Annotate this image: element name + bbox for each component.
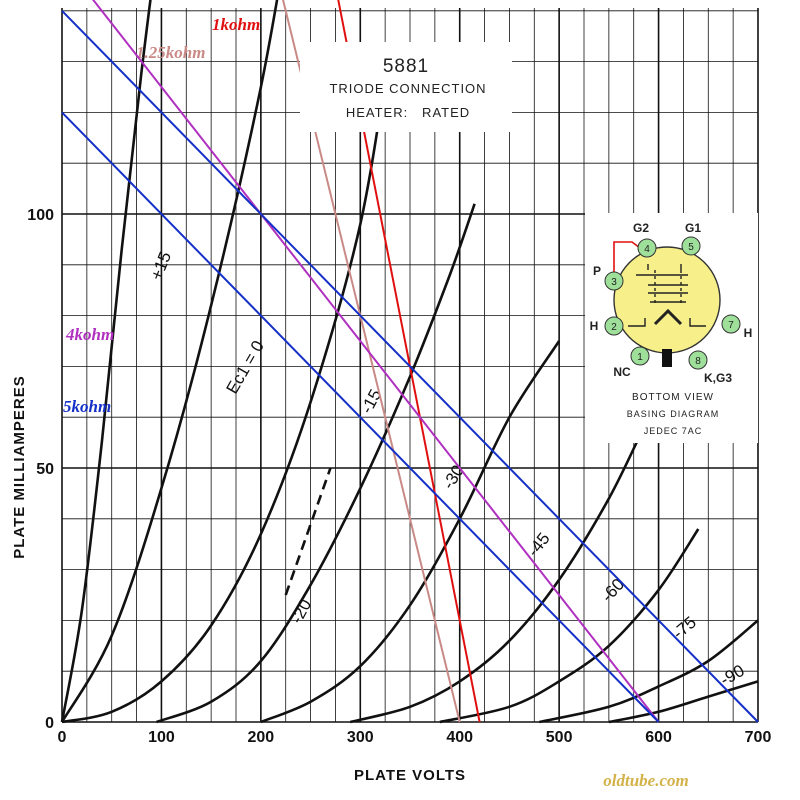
pin-label-p: P (593, 264, 601, 278)
key-notch-icon (662, 349, 672, 367)
pin-number-2: 2 (611, 322, 617, 333)
pin-8-icon (688, 350, 708, 370)
x-tick-label: 400 (446, 729, 473, 746)
x-tick-label: 0 (58, 729, 67, 746)
curve-label-5: -30 (439, 462, 468, 493)
plate-curve-5 (260, 340, 561, 724)
pin-number-4: 4 (644, 244, 650, 255)
chart-subtitle-line-2: HEATER: RATED (346, 105, 470, 120)
y-tick-label: 50 (36, 461, 54, 478)
curve-label-1: +15 (147, 249, 175, 283)
pin-label-h-right: H (744, 326, 753, 340)
x-tick-label: 700 (745, 729, 772, 746)
x-tick-label: 100 (148, 729, 175, 746)
plate-curve-4 (156, 203, 476, 724)
load-line-label-1: 1kohm (212, 15, 260, 34)
load-line-label-3: 4kohm (65, 325, 114, 344)
plate-curve-2 (60, 0, 279, 723)
heater-leads (628, 264, 706, 327)
pin-number-7: 7 (728, 320, 734, 331)
chart-subtitle-line-1: TRIODE CONNECTION (329, 81, 486, 96)
title-box-frame (300, 42, 512, 132)
chart-title: 5881 (383, 56, 429, 77)
pin-label-g2: G2 (633, 221, 649, 235)
curve-label-4: -20 (287, 596, 315, 627)
y-axis-title: PLATE MILLIAMPERES (11, 375, 28, 559)
load-line-1 (337, 0, 481, 723)
pin-3-icon (604, 271, 624, 291)
pin-label-nc: NC (613, 365, 631, 379)
pin-number-5: 5 (688, 242, 694, 253)
title-box: 5881 TRIODE CONNECTION HEATER: RATED (300, 42, 512, 132)
basing-caption-line-1: BOTTOM VIEW (632, 392, 714, 403)
curve-label-7: -60 (598, 575, 629, 606)
x-tick-label: 500 (546, 729, 573, 746)
dashed-curve (284, 467, 332, 596)
pin-7-icon (721, 314, 741, 334)
load-lines: 1kohm 1.25kohm 4kohm 5kohm (61, 0, 759, 723)
pin-label-g1: G1 (685, 221, 701, 235)
load-line-label-2: 1.25kohm (136, 43, 205, 62)
x-tick-label: 600 (645, 729, 672, 746)
load-line-5 (61, 111, 660, 723)
x-tick-label: 300 (347, 729, 374, 746)
watermark: oldtube.com (603, 771, 688, 790)
pin-number-3: 3 (611, 277, 617, 288)
axis-ticks: 0100200300400500600700050100150200 (27, 207, 772, 746)
curve-label-8: -75 (669, 613, 700, 643)
y-tick-label: 0 (45, 715, 54, 732)
pin-4-icon (637, 238, 657, 258)
pin-label-h-left: H (590, 319, 599, 333)
pin-number-8: 8 (695, 356, 701, 367)
plate-curve-8 (539, 619, 759, 724)
plate-curve-6 (349, 426, 645, 724)
load-line-label-4: 5kohm (63, 397, 111, 416)
pin-5-icon (681, 236, 701, 256)
pin-label-k-g3: K,G3 (704, 371, 732, 385)
pin-number-1: 1 (637, 352, 643, 363)
tube-internals-icon (628, 264, 706, 327)
basing-caption-line-3: JEDEC 7AC (644, 426, 703, 436)
plate-curve-3 (61, 46, 392, 724)
load-line-4 (61, 10, 759, 723)
x-tick-label: 200 (248, 729, 275, 746)
basing-caption-line-2: BASING DIAGRAM (627, 409, 720, 419)
plate-curve-1 (60, 0, 152, 723)
load-line-3 (92, 0, 660, 723)
pin-strap-icon (613, 241, 641, 281)
plate-curve-9 (608, 680, 759, 724)
x-axis-title: PLATE VOLTS (354, 767, 466, 784)
cathode-symbol (653, 308, 683, 326)
base-pins: 1 2 3 4 5 7 8 (604, 236, 741, 370)
y-tick-label: 100 (27, 207, 54, 224)
pin-2-icon (604, 316, 624, 336)
load-line-2 (282, 0, 461, 723)
plate-curve-7 (439, 528, 700, 724)
pin-1-icon (630, 346, 650, 366)
tube-base-icon (613, 246, 721, 354)
plate-symbol (648, 274, 688, 303)
